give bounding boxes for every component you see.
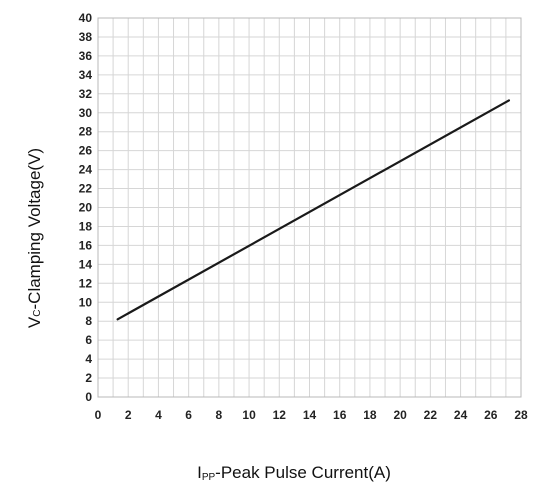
y-tick-label: 0 — [85, 390, 92, 404]
y-tick-label: 36 — [79, 49, 93, 63]
x-tick-labels: 0 2 4 6 8 10 12 14 16 18 20 22 24 26 28 — [95, 408, 528, 422]
x-axis-title-rest: -Peak Pulse Current(A) — [215, 463, 391, 482]
y-tick-label: 10 — [79, 295, 93, 309]
x-axis-title-main: I — [197, 463, 202, 482]
plot-frame — [97, 17, 522, 398]
y-tick-label: 28 — [79, 125, 93, 139]
y-axis-title: VC-Clamping Voltage(V) — [25, 148, 44, 328]
y-axis-title-subscript: C — [32, 310, 43, 317]
y-axis-title-main: V — [25, 316, 44, 328]
x-tick-label: 0 — [95, 408, 102, 422]
x-tick-label: 10 — [242, 408, 256, 422]
y-tick-label: 32 — [79, 87, 93, 101]
x-tick-label: 6 — [185, 408, 192, 422]
y-tick-label: 26 — [79, 144, 93, 158]
y-tick-label: 14 — [79, 257, 93, 271]
x-tick-label: 14 — [303, 408, 317, 422]
y-tick-label: 8 — [85, 314, 92, 328]
x-tick-label: 2 — [125, 408, 132, 422]
x-axis-title: IPP-Peak Pulse Current(A) — [197, 463, 391, 483]
x-tick-label: 26 — [484, 408, 498, 422]
x-tick-label: 8 — [216, 408, 223, 422]
x-tick-label: 28 — [514, 408, 528, 422]
y-tick-label: 12 — [79, 276, 93, 290]
y-tick-label: 6 — [85, 333, 92, 347]
y-tick-label: 2 — [85, 371, 92, 385]
y-tick-label: 24 — [79, 163, 93, 177]
y-tick-label: 16 — [79, 238, 93, 252]
series-line — [116, 99, 511, 321]
x-tick-label: 12 — [273, 408, 287, 422]
x-tick-label: 24 — [454, 408, 468, 422]
x-tick-label: 22 — [424, 408, 438, 422]
x-tick-label: 18 — [363, 408, 377, 422]
y-tick-label: 40 — [79, 11, 93, 25]
y-tick-label: 18 — [79, 219, 93, 233]
x-axis-title-subscript: PP — [202, 472, 216, 483]
grid — [98, 18, 521, 397]
y-tick-label: 4 — [85, 352, 92, 366]
series-lines — [116, 99, 511, 321]
y-tick-label: 34 — [79, 68, 93, 82]
x-tick-label: 4 — [155, 408, 162, 422]
y-tick-label: 30 — [79, 106, 93, 120]
y-tick-label: 38 — [79, 30, 93, 44]
y-tick-label: 20 — [79, 201, 93, 215]
x-tick-label: 16 — [333, 408, 347, 422]
x-tick-label: 20 — [393, 408, 407, 422]
y-tick-label: 22 — [79, 182, 93, 196]
y-axis-title-rest: -Clamping Voltage(V) — [25, 148, 44, 310]
